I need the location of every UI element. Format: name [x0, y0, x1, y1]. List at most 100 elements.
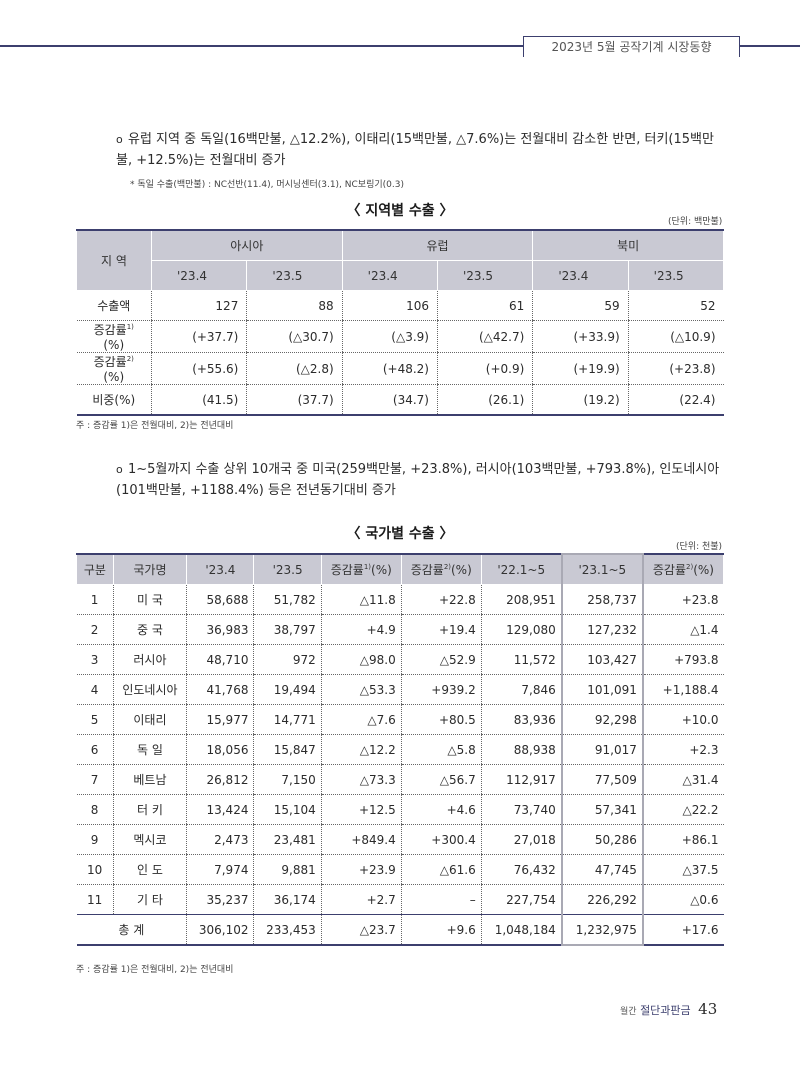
period-header: '23.5	[246, 260, 343, 291]
table-cell: △0.6	[642, 884, 724, 915]
bullet-text: 유럽 지역 중 독일(16백만불, △12.2%), 이태리(15백만불, △7…	[116, 132, 714, 168]
row-label-text: 수출액	[97, 299, 131, 313]
table-cell: 48,710	[186, 644, 254, 675]
table-cell: 7,150	[253, 764, 322, 795]
table-cell: (+37.7)	[150, 320, 247, 353]
table-cell: 103,427	[560, 644, 644, 675]
column-header-sup: 1)	[363, 563, 372, 571]
table-cell: 6	[76, 734, 114, 765]
table-row: 증감률2)(%) (+55.6) (△2.8) (+48.2) (+0.9) (+19.9…	[76, 352, 724, 385]
table-cell: 14,771	[253, 704, 322, 735]
row-label-text: 증감률	[93, 323, 127, 337]
column-header-sup: 2)	[443, 563, 451, 571]
table-cell: △37.5	[642, 854, 724, 885]
column-header: '23.4	[186, 553, 255, 585]
table-cell: (+19.9)	[532, 352, 629, 385]
table-cell: 106	[341, 290, 438, 321]
table-row: 3 러시아 48,710 972 △98.0 △52.9 11,572 103,427 +793…	[76, 644, 724, 675]
table-cell: 8	[76, 794, 114, 825]
table-cell: 226,292	[560, 884, 644, 915]
row-label-sup: 1)	[126, 323, 134, 331]
row-label-text: 증감률	[93, 355, 127, 369]
table-cell: (+33.9)	[532, 320, 629, 353]
table-cell: △11.8	[320, 584, 402, 615]
table-cell: 127,232	[560, 614, 644, 645]
table-cell: +12.5	[320, 794, 402, 825]
group-header: 북미	[532, 229, 724, 261]
table-cell: 83,936	[480, 704, 562, 735]
table-cell: (△3.9)	[341, 320, 438, 353]
table-cell: 51,782	[253, 584, 322, 615]
table-cell: 2	[76, 614, 114, 645]
table-cell: 미 국	[112, 584, 187, 615]
table-cell: +22.8	[400, 584, 482, 615]
bullet-text: 1~5월까지 수출 상위 10개국 중 미국(259백만불, +23.8%), …	[116, 462, 720, 498]
table-cell: 61	[436, 290, 533, 321]
column-header-text: '23.1~5	[578, 562, 627, 577]
period-header: '23.5	[627, 260, 725, 291]
column-header-text: 국가명	[133, 563, 167, 577]
table-cell: 7,974	[186, 854, 254, 885]
total-cell: 306,102	[186, 914, 254, 945]
row-label: 비중(%)	[77, 385, 152, 416]
table-cell: 15,977	[186, 704, 254, 735]
table-cell: (37.7)	[246, 384, 343, 415]
table-cell: +793.8	[642, 644, 724, 675]
table-row: 7 베트남 26,812 7,150 △73.3 △56.7 112,917 77,509 △3…	[76, 764, 724, 795]
running-header: 2023년 5월 공작기계 시장동향	[523, 36, 740, 57]
column-header: 증감률1)(%)	[320, 553, 402, 585]
row-label: 증감률1)(%)	[76, 320, 152, 353]
table-cell: 베트남	[112, 764, 187, 795]
table-title-region: 〈 지역별 수출 〉	[346, 203, 454, 219]
table-cell: +2.7	[320, 884, 402, 915]
column-header: 증감률2)(%)	[400, 553, 482, 585]
table-cell: (△10.9)	[627, 320, 724, 353]
table-cell: 58,688	[186, 584, 254, 615]
table-cell: 중 국	[112, 614, 187, 645]
table-cell: (△30.7)	[246, 320, 343, 353]
magazine-name: 절단과판금	[640, 1004, 691, 1017]
period-header: '23.4	[341, 260, 438, 291]
table-cell: (+48.2)	[341, 352, 438, 385]
table-cell: (34.7)	[341, 384, 438, 415]
column-header-suffix: (%)	[451, 563, 472, 577]
table-cell: 36,983	[186, 614, 254, 645]
table-cell: 52	[627, 290, 724, 321]
region-header: 지 역	[76, 229, 152, 291]
page-footer: 월간 절단과판금 43	[620, 1000, 717, 1018]
table-cell: 76,432	[480, 854, 562, 885]
table-cell: 88,938	[480, 734, 562, 765]
table-cell: 기 타	[112, 884, 187, 915]
group-header: 아시아	[151, 229, 343, 261]
table-cell: 7	[76, 764, 114, 795]
column-header: '23.5	[253, 553, 322, 585]
column-header-text: '23.5	[272, 562, 303, 577]
table-cell: +23.8	[642, 584, 724, 615]
table-cell: 9,881	[253, 854, 322, 885]
table-cell: 11	[76, 884, 114, 915]
column-header-suffix: (%)	[371, 563, 392, 577]
table-cell: 36,174	[253, 884, 322, 915]
table-cell: (26.1)	[436, 384, 533, 415]
row-label-suffix: (%)	[103, 338, 125, 352]
table-cell: △61.6	[400, 854, 482, 885]
table-cell: 3	[76, 644, 114, 675]
table-cell: 15,104	[253, 794, 322, 825]
column-header: 증감률2)(%)	[642, 553, 724, 585]
table-cell: △98.0	[320, 644, 402, 675]
table-cell: (△2.8)	[246, 352, 343, 385]
table-cell: 129,080	[480, 614, 562, 645]
table-cell: (41.5)	[150, 384, 247, 415]
column-header: 구분	[76, 553, 114, 585]
table-cell: △53.3	[320, 674, 402, 705]
column-header-text: '23.4	[205, 562, 236, 577]
table-cell: +849.4	[320, 824, 402, 855]
period-header: '23.5	[436, 260, 534, 291]
table-cell: 23,481	[253, 824, 322, 855]
table-cell: 19,494	[253, 674, 322, 705]
table-cell: 27,018	[480, 824, 562, 855]
total-cell: 1,048,184	[480, 914, 562, 945]
column-header: '23.1~5	[560, 553, 644, 585]
total-cell: 1,232,975	[560, 914, 644, 946]
